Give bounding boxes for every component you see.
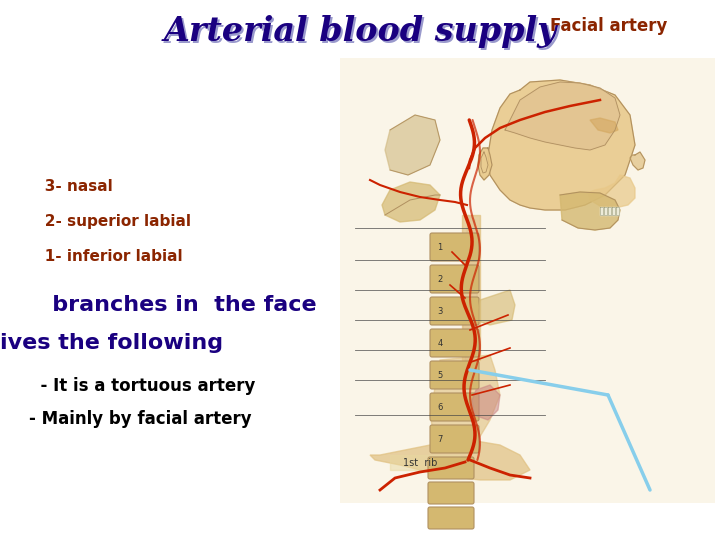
Text: 3- nasal: 3- nasal	[29, 179, 112, 194]
Polygon shape	[604, 207, 607, 215]
Polygon shape	[505, 82, 620, 150]
Text: 1- inferior labial: 1- inferior labial	[29, 249, 182, 264]
Polygon shape	[616, 207, 619, 215]
Polygon shape	[475, 290, 515, 325]
Text: 2: 2	[437, 274, 443, 284]
Polygon shape	[382, 182, 440, 222]
Polygon shape	[478, 148, 492, 180]
Text: 3: 3	[437, 307, 443, 315]
Text: 2- superior labial: 2- superior labial	[29, 214, 191, 229]
Text: branches in  the face: branches in the face	[29, 295, 316, 315]
FancyBboxPatch shape	[428, 457, 474, 479]
FancyBboxPatch shape	[428, 507, 474, 529]
Polygon shape	[612, 207, 615, 215]
FancyBboxPatch shape	[430, 265, 479, 293]
Polygon shape	[488, 80, 635, 210]
Polygon shape	[600, 207, 603, 215]
FancyBboxPatch shape	[430, 425, 479, 453]
Polygon shape	[560, 192, 620, 230]
Polygon shape	[462, 215, 478, 370]
Polygon shape	[390, 455, 460, 470]
FancyBboxPatch shape	[430, 361, 479, 389]
Text: 5: 5	[437, 370, 443, 380]
Text: Facial artery: Facial artery	[549, 17, 667, 35]
Text: 7: 7	[437, 435, 443, 443]
FancyBboxPatch shape	[430, 329, 479, 357]
Text: 6: 6	[437, 402, 443, 411]
Polygon shape	[590, 118, 618, 133]
Text: Arterial blood supply: Arterial blood supply	[163, 15, 557, 48]
Polygon shape	[608, 207, 611, 215]
Text: 1: 1	[437, 242, 443, 252]
Polygon shape	[630, 152, 645, 170]
Text: - Mainly by facial artery: - Mainly by facial artery	[29, 409, 251, 428]
FancyBboxPatch shape	[428, 482, 474, 504]
FancyBboxPatch shape	[430, 297, 479, 325]
Text: 4: 4	[437, 339, 443, 348]
FancyBboxPatch shape	[430, 233, 479, 261]
FancyBboxPatch shape	[430, 393, 479, 421]
Polygon shape	[385, 115, 440, 175]
Text: Arterial blood supply: Arterial blood supply	[166, 17, 559, 50]
Polygon shape	[472, 385, 500, 420]
Text: - It is a tortuous artery: - It is a tortuous artery	[29, 377, 255, 395]
Bar	[340, 58, 715, 503]
Polygon shape	[588, 175, 635, 208]
Text: ives the following: ives the following	[0, 333, 223, 353]
Polygon shape	[462, 215, 480, 360]
Polygon shape	[370, 440, 530, 480]
Text: 1st  rib: 1st rib	[402, 458, 437, 468]
Polygon shape	[430, 355, 500, 450]
